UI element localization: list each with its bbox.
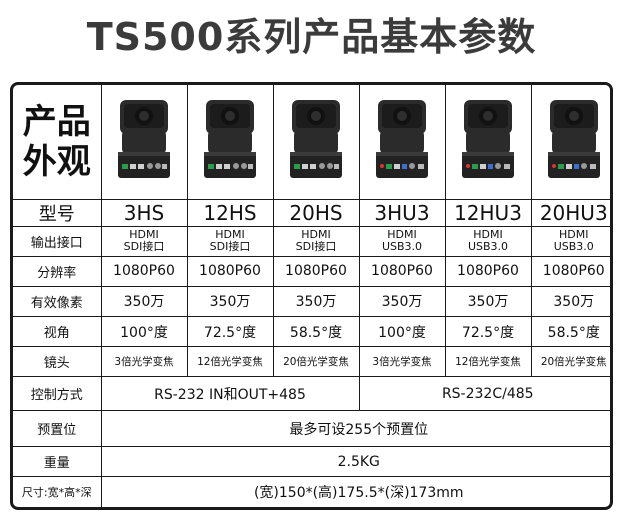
size-value: (宽)150*(高)175.5*(深)173mm [100, 476, 610, 507]
appearance-label-line2: 外观 [22, 141, 91, 182]
interface-row: 输出接口 HDMI SDI接口 HDMI SDI接口 HDMI SDI接口 HDMI U… [13, 225, 610, 257]
lens-cell: 3倍光学变焦 [100, 346, 188, 378]
model-cell: 12HS [186, 198, 274, 227]
camera-icon [462, 99, 514, 178]
interface-line1: HDMI [129, 228, 159, 242]
model-cell: 3HU3 [358, 198, 446, 227]
lens-cell: 12倍光学变焦 [444, 346, 532, 378]
weight-value: 2.5KG [100, 446, 610, 478]
angle-cell: 100°度 [358, 316, 446, 348]
lens-cell: 3倍光学变焦 [358, 346, 446, 378]
resolution-label: 分辨率 [13, 255, 102, 287]
interface-cell: HDMI USB3.0 [530, 225, 610, 257]
pixels-cell: 350万 [358, 285, 446, 318]
page-title: TS500系列产品基本参数 [86, 15, 537, 59]
interface-cell: HDMI USB3.0 [358, 225, 446, 257]
pixels-cell: 350万 [100, 285, 188, 318]
control-row: 控制方式 RS-232 IN和OUT+485 RS-232C/485 [13, 376, 610, 412]
angle-cell: 58.5°度 [272, 316, 360, 348]
angle-row: 视角 100°度 72.5°度 58.5°度 100°度 72.5°度 58.5… [13, 316, 610, 348]
resolution-cell: 1080P60 [444, 255, 532, 287]
interface-line1: HDMI [473, 228, 503, 242]
camera-icon [376, 99, 428, 178]
camera-image-12hu3 [444, 85, 532, 200]
lens-cell: 20倍光学变焦 [530, 346, 610, 378]
angle-cell: 72.5°度 [444, 316, 532, 348]
camera-image-12hs [186, 85, 274, 200]
spec-table-card: 产品 外观 型号 3HS 12HS 20HS 3HU3 12HU3 20HU3 … [10, 82, 613, 510]
preset-row: 预置位 最多可设255个预置位 [13, 410, 610, 448]
resolution-cell: 1080P60 [100, 255, 188, 287]
interface-line2: SDI接口 [123, 240, 165, 254]
angle-cell: 72.5°度 [186, 316, 274, 348]
pixels-cell: 350万 [272, 285, 360, 318]
appearance-label-line1: 产品 [22, 101, 91, 142]
angle-cell: 100°度 [100, 316, 188, 348]
interface-line2: SDI接口 [209, 240, 251, 254]
interface-line2: USB3.0 [381, 240, 423, 254]
control-group-hs: RS-232 IN和OUT+485 [100, 376, 360, 412]
resolution-row: 分辨率 1080P60 1080P60 1080P60 1080P60 1080… [13, 255, 610, 287]
camera-icon [290, 99, 342, 178]
pixels-cell: 350万 [186, 285, 274, 318]
weight-row: 重量 2.5KG [13, 446, 610, 478]
pixels-cell: 350万 [530, 285, 610, 318]
interface-cell: HDMI SDI接口 [186, 225, 274, 257]
resolution-cell: 1080P60 [186, 255, 274, 287]
interface-cell: HDMI SDI接口 [272, 225, 360, 257]
pixels-label: 有效像素 [13, 285, 102, 318]
lens-cell: 20倍光学变焦 [272, 346, 360, 378]
interface-line2: USB3.0 [553, 240, 594, 254]
camera-image-3hu3 [358, 85, 446, 200]
spec-table: 产品 外观 型号 3HS 12HS 20HS 3HU3 12HU3 20HU3 … [13, 85, 610, 507]
weight-label: 重量 [13, 446, 102, 478]
camera-icon [118, 99, 170, 178]
interface-line2: SDI接口 [295, 240, 337, 254]
pixels-row: 有效像素 350万 350万 350万 350万 350万 350万 [13, 285, 610, 318]
interface-line1: HDMI [301, 228, 331, 242]
lens-cell: 12倍光学变焦 [186, 346, 274, 378]
model-row: 型号 3HS 12HS 20HS 3HU3 12HU3 20HU3 [13, 198, 610, 227]
lens-label: 镜头 [13, 346, 102, 378]
lens-row: 镜头 3倍光学变焦 12倍光学变焦 20倍光学变焦 3倍光学变焦 12倍光学变焦… [13, 346, 610, 378]
control-label: 控制方式 [13, 376, 102, 412]
interface-cell: HDMI USB3.0 [444, 225, 532, 257]
preset-label: 预置位 [13, 410, 102, 448]
camera-image-3hs [100, 85, 188, 200]
model-cell: 3HS [100, 198, 188, 227]
angle-cell: 58.5°度 [530, 316, 610, 348]
model-cell: 12HU3 [444, 198, 532, 227]
interface-line2: USB3.0 [467, 240, 509, 254]
camera-image-20hs [272, 85, 360, 200]
model-cell: 20HS [272, 198, 360, 227]
interface-cell: HDMI SDI接口 [100, 225, 188, 257]
preset-value: 最多可设255个预置位 [100, 410, 610, 448]
interface-line1: HDMI [387, 228, 417, 242]
interface-line1: HDMI [559, 228, 589, 242]
pixels-cell: 350万 [444, 285, 532, 318]
model-label: 型号 [13, 198, 102, 227]
interface-label: 输出接口 [13, 225, 102, 257]
size-label: 尺寸:宽*高*深 [13, 476, 102, 507]
camera-icon [547, 99, 600, 178]
appearance-row: 产品 外观 [13, 85, 610, 200]
control-group-hu3: RS-232C/485 [358, 376, 610, 412]
resolution-cell: 1080P60 [530, 255, 610, 287]
resolution-cell: 1080P60 [358, 255, 446, 287]
appearance-label: 产品 外观 [13, 85, 102, 200]
model-cell: 20HU3 [530, 198, 610, 227]
interface-line1: HDMI [215, 228, 245, 242]
size-row: 尺寸:宽*高*深 (宽)150*(高)175.5*(深)173mm [13, 476, 610, 507]
camera-icon [204, 99, 256, 178]
resolution-cell: 1080P60 [272, 255, 360, 287]
camera-image-20hu3 [530, 85, 610, 200]
angle-label: 视角 [13, 316, 102, 348]
